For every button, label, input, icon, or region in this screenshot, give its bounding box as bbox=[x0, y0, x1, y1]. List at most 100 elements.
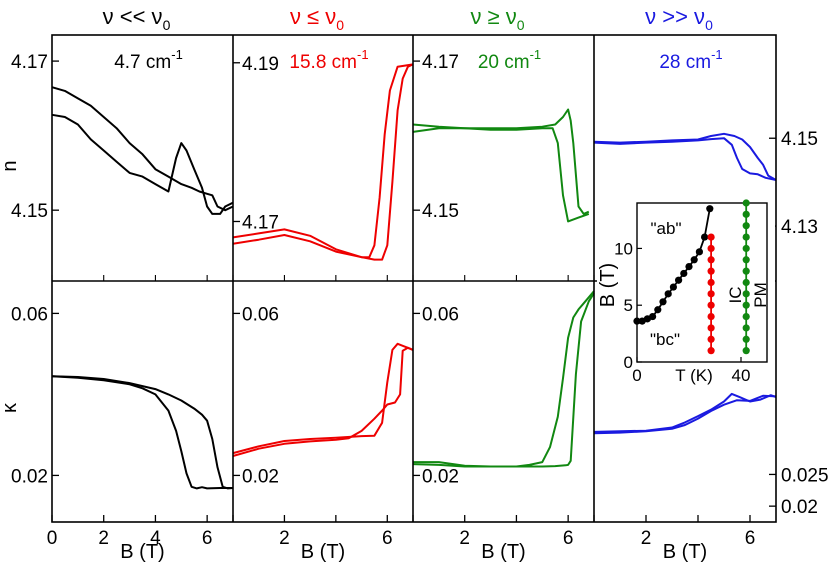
y-tick-label: 0.02 bbox=[781, 497, 818, 518]
inset-black-point bbox=[659, 298, 667, 306]
inset-green-point bbox=[742, 335, 750, 343]
inset-black-point bbox=[706, 205, 714, 213]
inset-frame bbox=[636, 202, 768, 363]
inset-label-bc: "bc" bbox=[650, 330, 680, 349]
inset-red-point bbox=[707, 233, 715, 241]
inset-red-point bbox=[707, 335, 715, 343]
y-tick-label: 4.17 bbox=[11, 52, 48, 73]
panel-k-2: 0.06 0.02 bbox=[412, 290, 595, 487]
series-line-n-sweep-down bbox=[232, 63, 414, 259]
y-tick-label: 0.02 bbox=[422, 466, 459, 487]
panel-n-3: 4.15 4.13 bbox=[593, 129, 818, 238]
column-heading: ν << ν0 bbox=[103, 4, 171, 33]
frequency-superscript: -1 bbox=[171, 47, 183, 62]
frequency-superscript: -1 bbox=[711, 47, 723, 62]
inset-red-point bbox=[707, 312, 715, 321]
x-tick-label: 6 bbox=[563, 528, 574, 549]
inset-label-ab: "ab" bbox=[651, 219, 682, 238]
series-line-n-upper bbox=[51, 86, 234, 212]
y-tick-label: 0.02 bbox=[242, 466, 279, 487]
inset-red-point bbox=[707, 244, 715, 253]
series-line-n-sweep-up bbox=[232, 63, 414, 261]
inset-black-point bbox=[654, 306, 662, 314]
column-heading: ν ≥ ν0 bbox=[470, 4, 524, 33]
x-tick-label: 6 bbox=[382, 528, 393, 549]
inset-black-point bbox=[680, 269, 688, 278]
inset-green-point bbox=[742, 312, 750, 321]
inset-green-point bbox=[742, 290, 750, 298]
x-axis-label: B (T) bbox=[301, 541, 345, 563]
inset-green-point bbox=[742, 244, 750, 253]
inset-label-pm: PM bbox=[751, 282, 770, 308]
inset-black-point bbox=[633, 317, 641, 325]
inset-red-point bbox=[707, 290, 715, 298]
y-tick-label: 0.06 bbox=[11, 304, 48, 325]
x-axis-label: B (T) bbox=[481, 541, 525, 563]
inset-black-point bbox=[685, 263, 693, 271]
column-heading: ν >> ν0 bbox=[645, 4, 713, 33]
inset-black-point bbox=[649, 312, 657, 321]
inset-green-point bbox=[742, 210, 750, 218]
inset-green-point bbox=[742, 278, 750, 287]
panel-n-1: 4.19 4.17 bbox=[232, 54, 414, 261]
inset-green-point bbox=[742, 233, 750, 241]
x-tick-label: 2 bbox=[641, 528, 652, 549]
y-tick-label: 4.17 bbox=[422, 52, 459, 73]
series-line-k-lower bbox=[51, 375, 233, 490]
series-line-n-sweep-down bbox=[412, 127, 590, 223]
y-tick-label: 0.025 bbox=[781, 465, 829, 486]
series-line-k-sweep-down bbox=[232, 346, 414, 457]
inset-black-point bbox=[695, 248, 704, 256]
frequency-label: 20 cm-1 bbox=[478, 47, 541, 73]
panel-k-0: 0.06 0.02 bbox=[11, 304, 234, 490]
y-tick-label: 0.06 bbox=[242, 304, 279, 325]
x-tick-label: 2 bbox=[279, 528, 290, 549]
inset-red-point bbox=[707, 256, 715, 264]
x-tick-label: 2 bbox=[98, 528, 109, 549]
column-heading: ν ≤ ν0 bbox=[290, 4, 344, 33]
panel-k-1: 0.06 0.02 bbox=[232, 304, 414, 487]
frequency-label: 4.7 cm-1 bbox=[114, 47, 183, 73]
panel-n-0: 4.17 4.15 bbox=[11, 52, 234, 222]
inset-green-point bbox=[742, 199, 750, 207]
inset-y-axis-label: B (T) bbox=[597, 263, 619, 307]
x-tick-label: 2 bbox=[459, 528, 470, 549]
series-line-n-sweep-down bbox=[593, 137, 777, 181]
frequency-superscript: -1 bbox=[357, 47, 369, 62]
inset-y-tick-label: 10 bbox=[614, 239, 633, 258]
inset-green-point bbox=[742, 267, 750, 275]
y-tick-label: 4.15 bbox=[422, 201, 459, 222]
x-axis-label: B (T) bbox=[663, 541, 707, 563]
inset-red-point bbox=[707, 278, 715, 287]
frequency-superscript: -1 bbox=[530, 47, 542, 62]
inset-x-tick-label: 40 bbox=[732, 366, 751, 385]
x-axis-label: B (T) bbox=[120, 541, 164, 563]
y-tick-label: 0.06 bbox=[422, 304, 459, 325]
inset-red-point bbox=[707, 301, 715, 309]
y-tick-label: 0.02 bbox=[11, 466, 48, 487]
heading-subscript: 0 bbox=[705, 17, 713, 33]
series-line-k-sweep-up bbox=[593, 392, 777, 433]
inset-y-tick-label: 0 bbox=[624, 353, 633, 372]
inset-label-ic: IC bbox=[726, 287, 745, 304]
inset-green-point bbox=[742, 347, 750, 355]
plot-frame bbox=[51, 34, 777, 523]
column-0: 4.17 4.15 0.06 0.02 0 2 4 6 ν << ν0 4.7 cm-1 B (T) bbox=[11, 4, 234, 563]
series-line-k-sweep-down bbox=[593, 394, 777, 435]
inset-x-axis-label: T (K) bbox=[675, 366, 712, 385]
inset-x-tick-label: 0 bbox=[632, 366, 641, 385]
column-3: 4.15 4.13 0.025 0.02 2 6 ν >> ν0 28 cm-1 B (T) bbox=[593, 4, 829, 563]
y-axis-label-n: n bbox=[0, 160, 21, 171]
inset-red-point bbox=[707, 267, 715, 275]
inset: 0 5 10 0 40 T (K) B (T) "ab" "bc" IC PM bbox=[597, 198, 775, 388]
series-line-k-sweep-up bbox=[232, 342, 414, 455]
series-line-n-sweep-up bbox=[412, 108, 590, 215]
heading-subscript: 0 bbox=[336, 17, 344, 33]
inset-y-tick-label: 5 bbox=[624, 296, 633, 315]
inset-black-point bbox=[701, 233, 709, 241]
y-tick-label: 4.15 bbox=[781, 129, 818, 150]
y-tick-label: 4.17 bbox=[242, 212, 279, 233]
y-axis-label-kappa: κ bbox=[0, 402, 21, 413]
x-tick-label: 0 bbox=[47, 528, 58, 549]
